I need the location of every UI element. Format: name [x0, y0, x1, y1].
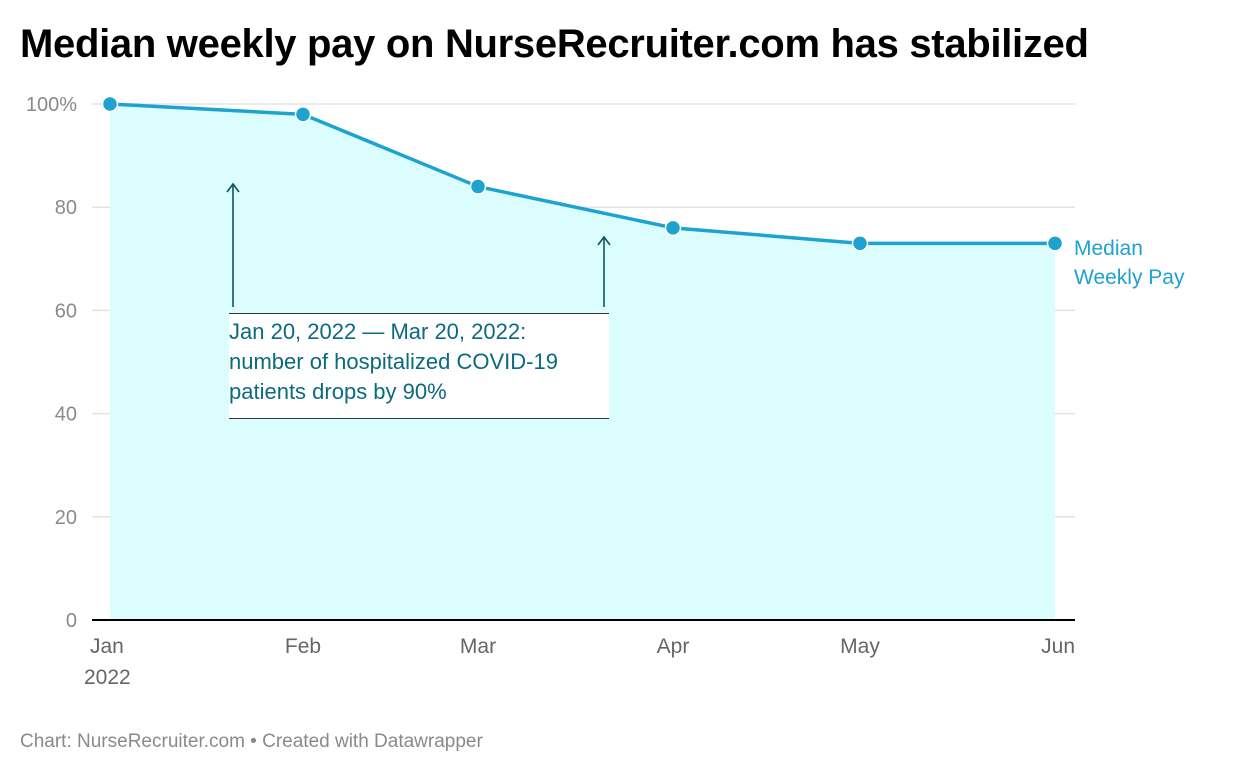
data-point	[851, 235, 869, 252]
x-tick-label: Jan 2022	[84, 635, 131, 689]
y-tick-label: 80	[55, 197, 77, 219]
series-label: Median Weekly Pay	[1074, 237, 1185, 289]
y-tick-label: 100%	[26, 94, 77, 116]
x-tick-label: Apr	[657, 635, 690, 658]
annotation-arrows	[226, 182, 611, 307]
y-axis-ticks: 0 20 40 60 80 100%	[26, 94, 77, 632]
y-tick-label: 60	[55, 300, 77, 322]
annotation-line: patients drops by 90%	[229, 379, 447, 404]
data-point	[1046, 235, 1064, 252]
data-point	[101, 95, 119, 113]
chart-footer: Chart: NurseRecruiter.com • Created with…	[20, 731, 483, 752]
series-label-group: Median Weekly Pay	[1074, 237, 1185, 289]
data-point	[294, 106, 312, 123]
x-axis-ticks: Jan 2022 Feb Mar Apr May Jun	[84, 635, 1075, 689]
y-tick-label: 40	[55, 404, 77, 426]
annotation-line: Jan 20, 2022 — Mar 20, 2022:	[229, 319, 527, 344]
x-tick-label: Feb	[285, 635, 321, 658]
annotation-box: Jan 20, 2022 — Mar 20, 2022: number of h…	[229, 313, 609, 419]
x-tick-label: Mar	[460, 635, 496, 658]
y-tick-label: 20	[55, 507, 77, 529]
x-tick-label: Jun	[1041, 635, 1075, 658]
chart-title: Median weekly pay on NurseRecruiter.com …	[20, 22, 1089, 66]
data-point	[664, 219, 682, 237]
series-line	[109, 102, 1055, 246]
annotation-line: number of hospitalized COVID-19	[229, 349, 558, 374]
y-tick-label: 0	[66, 610, 77, 632]
data-points	[101, 95, 1064, 252]
annotation-arrow	[226, 182, 240, 307]
annotation-arrow	[597, 235, 611, 307]
x-tick-label: May	[840, 635, 880, 658]
data-point	[469, 178, 487, 195]
